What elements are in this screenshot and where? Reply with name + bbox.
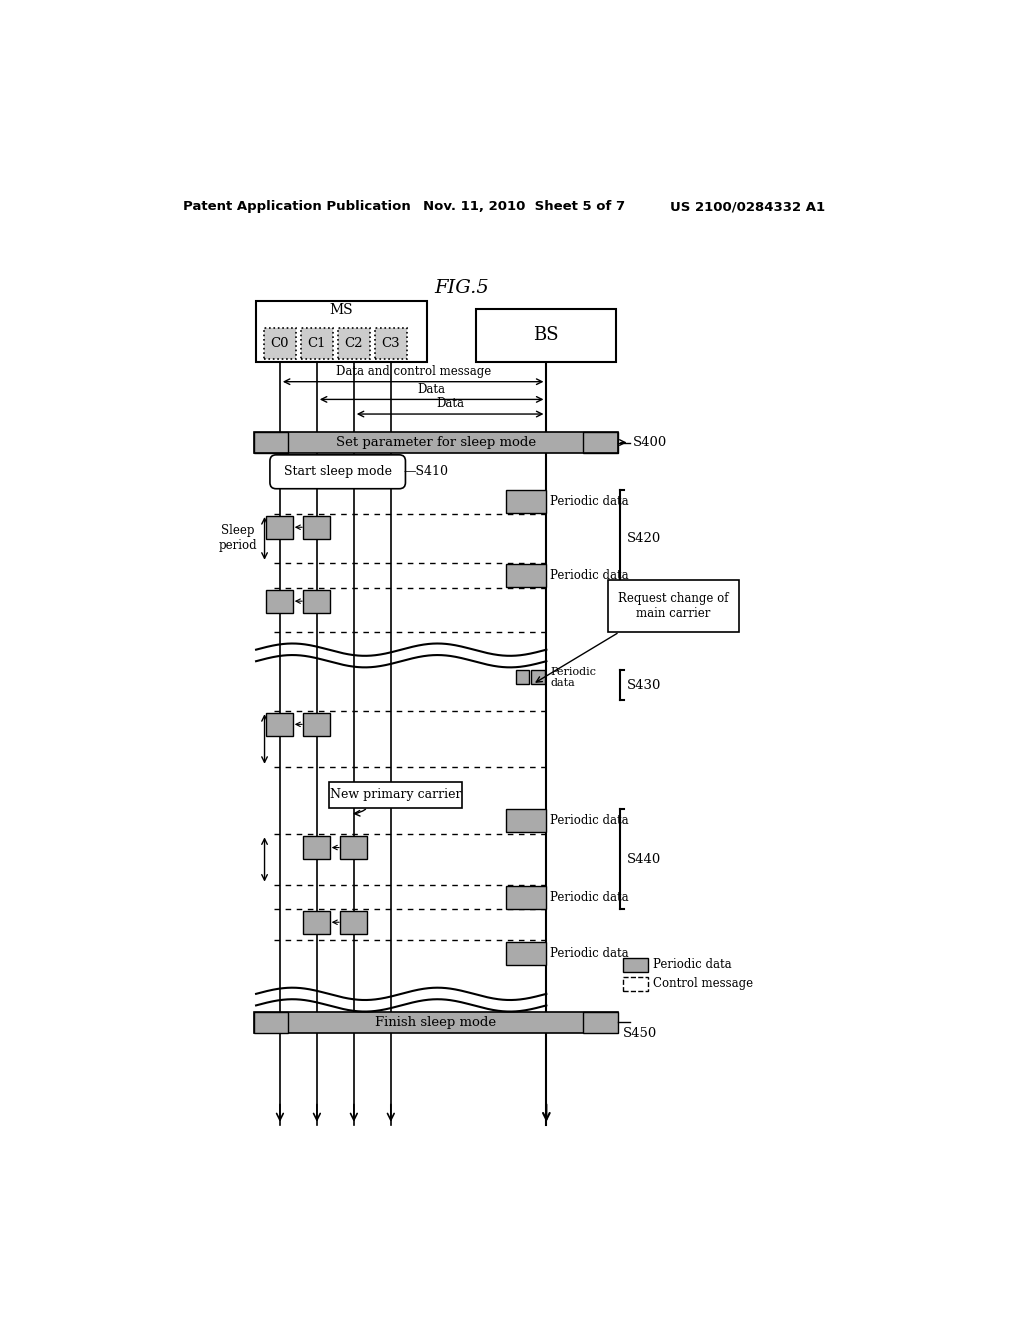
Text: Periodic data: Periodic data <box>550 569 629 582</box>
Bar <box>338 327 370 359</box>
Bar <box>506 564 547 587</box>
Text: C3: C3 <box>382 337 400 350</box>
Text: Nov. 11, 2010  Sheet 5 of 7: Nov. 11, 2010 Sheet 5 of 7 <box>423 201 626 214</box>
Bar <box>506 942 547 965</box>
Text: New primary carrier: New primary carrier <box>330 788 461 801</box>
Bar <box>608 581 739 632</box>
Bar <box>375 327 407 359</box>
Bar <box>624 977 648 991</box>
Bar <box>584 1011 617 1034</box>
Bar <box>264 327 296 359</box>
Bar <box>254 1011 617 1034</box>
Bar <box>266 590 294 612</box>
Bar <box>506 809 547 832</box>
Bar <box>303 516 331 539</box>
Text: S400: S400 <box>633 436 667 449</box>
Bar <box>254 1011 289 1034</box>
Text: C1: C1 <box>307 337 327 350</box>
Text: Patent Application Publication: Patent Application Publication <box>183 201 411 214</box>
Text: Periodic data: Periodic data <box>550 495 629 508</box>
Text: Periodic data: Periodic data <box>550 814 629 828</box>
Bar <box>340 911 368 933</box>
Text: Data and control message: Data and control message <box>336 364 490 378</box>
Text: Periodic
data: Periodic data <box>550 667 596 688</box>
Bar <box>256 301 427 363</box>
Bar <box>303 713 331 737</box>
Bar <box>289 432 584 453</box>
Text: S420: S420 <box>627 532 660 545</box>
Bar <box>303 911 331 933</box>
Bar <box>515 671 529 684</box>
Bar <box>266 713 294 737</box>
Text: Finish sleep mode: Finish sleep mode <box>376 1016 497 1028</box>
Bar <box>301 327 333 359</box>
Text: Data: Data <box>418 383 445 396</box>
Text: FIG.5: FIG.5 <box>434 279 489 297</box>
Bar <box>266 516 294 539</box>
Text: Control message: Control message <box>652 977 753 990</box>
Text: BS: BS <box>532 326 558 345</box>
Bar <box>303 590 331 612</box>
Text: —S410: —S410 <box>403 465 449 478</box>
Text: C0: C0 <box>270 337 289 350</box>
Bar <box>330 781 462 808</box>
Bar <box>624 958 648 972</box>
Text: S450: S450 <box>624 1027 657 1040</box>
Text: S440: S440 <box>627 853 660 866</box>
Text: S430: S430 <box>627 678 660 692</box>
Bar <box>303 836 331 859</box>
Text: Periodic data: Periodic data <box>550 891 629 904</box>
Text: Periodic data: Periodic data <box>550 948 629 961</box>
Bar <box>531 671 545 684</box>
Bar <box>475 309 615 363</box>
Bar <box>506 490 547 512</box>
Text: Set parameter for sleep mode: Set parameter for sleep mode <box>336 436 536 449</box>
Text: US 2100/0284332 A1: US 2100/0284332 A1 <box>670 201 824 214</box>
Text: Sleep
period: Sleep period <box>218 524 257 552</box>
Text: Request change of
main carrier: Request change of main carrier <box>618 593 729 620</box>
Text: Data: Data <box>436 397 464 411</box>
Bar <box>254 432 289 453</box>
Bar <box>340 836 368 859</box>
Text: MS: MS <box>330 304 353 317</box>
Text: C2: C2 <box>345 337 364 350</box>
Bar <box>506 886 547 909</box>
Bar <box>584 432 617 453</box>
Text: Periodic data: Periodic data <box>652 958 731 972</box>
Bar <box>254 432 617 453</box>
FancyBboxPatch shape <box>270 455 406 488</box>
Text: Start sleep mode: Start sleep mode <box>284 465 392 478</box>
